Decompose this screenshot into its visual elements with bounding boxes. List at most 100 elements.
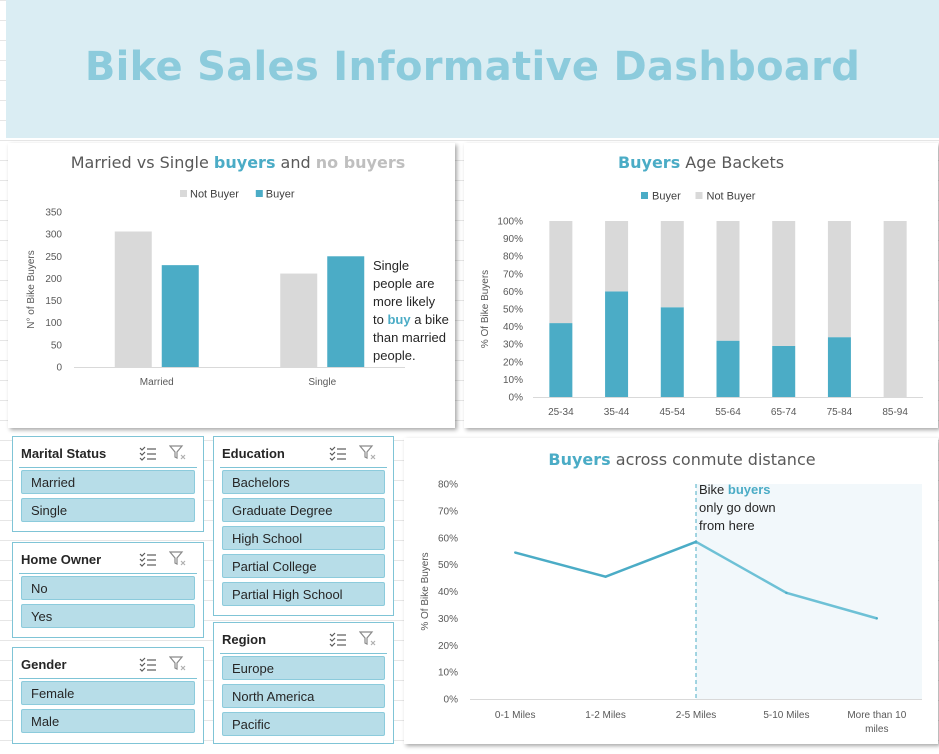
chart2-ylabel: % Of Bike Buyers	[480, 270, 491, 348]
chart2-ytick: 30%	[503, 340, 523, 351]
bar-not-buyer-35-44	[605, 221, 629, 292]
legend-label-0: Buyer	[652, 191, 681, 203]
chart3-ytick: 30%	[438, 614, 458, 625]
gender-slicer-item-female[interactable]: Female	[21, 681, 195, 705]
chart2-ytick: 0%	[509, 393, 524, 404]
title-banner: Bike Sales Informative Dashboard	[6, 0, 939, 138]
line-point-3	[785, 591, 788, 595]
commute-distance-chart[interactable]: Buyers across conmute distance 0% 10% 20% 3…	[404, 438, 938, 744]
clear-filter-icon[interactable]	[168, 656, 187, 672]
legend-swatch-1	[695, 192, 703, 199]
clear-filter-icon[interactable]	[358, 445, 377, 461]
chart2-xtick: 85-94	[882, 407, 908, 418]
bar-not-buyer-65-74	[772, 221, 796, 346]
dashboard-title: Bike Sales Informative Dashboard	[84, 44, 861, 90]
marital-slicer-header: Marital Status	[19, 441, 197, 468]
bar-buyer-45-54	[660, 307, 684, 397]
chart3-xtick: 5-10 Miles	[763, 710, 809, 721]
clear-filter-icon[interactable]	[168, 445, 187, 461]
clear-filter-icon[interactable]	[168, 551, 187, 567]
education-slicer-item-graduate-degree[interactable]: Graduate Degree	[222, 498, 385, 522]
chart3-xtick: 0-1 Miles	[495, 710, 536, 721]
bar-not-buyer-married	[114, 231, 152, 367]
chart1-ytick: 0	[56, 363, 62, 374]
chart3-ytick: 10%	[438, 668, 458, 679]
gender-slicer[interactable]: Gender Female Male	[12, 647, 204, 744]
chart3-ytick: 60%	[438, 533, 458, 544]
chart2-xtick: 75-84	[827, 407, 853, 418]
line-point-0	[514, 551, 517, 554]
marital-slicer-title: Marital Status	[21, 446, 107, 461]
chart1-ytick: 100	[45, 318, 62, 329]
education-slicer-title: Education	[222, 446, 285, 461]
region-slicer-header: Region	[220, 627, 387, 654]
chart1-xtick: Single	[308, 377, 336, 388]
home-slicer-item-no[interactable]: No	[21, 576, 195, 600]
education-slicer-item-high-school[interactable]: High School	[222, 526, 385, 550]
chart1-ytick: 300	[45, 230, 62, 241]
chart2-xtick: 35-44	[604, 407, 630, 418]
chart3-ytick: 50%	[438, 560, 458, 571]
bar-not-buyer-single	[280, 273, 318, 367]
education-slicer-header: Education	[220, 441, 387, 468]
chart2-ytick: 60%	[503, 287, 523, 298]
bar-not-buyer-55-64	[716, 221, 740, 341]
chart2-xtick: 55-64	[715, 407, 741, 418]
legend-label-1: Not Buyer	[707, 191, 756, 203]
region-slicer-item-north-america[interactable]: North America	[222, 684, 385, 708]
clear-filter-icon[interactable]	[358, 631, 377, 647]
multi-select-icon[interactable]	[139, 551, 157, 567]
bar-buyer-65-74	[772, 345, 796, 397]
region-slicer-item-pacific[interactable]: Pacific	[222, 712, 385, 736]
chart3-ytick: 20%	[438, 641, 458, 652]
chart2-title: Buyers Age Backets	[618, 153, 784, 172]
region-slicer[interactable]: Region Europe North America Pacific	[213, 622, 394, 744]
multi-select-icon[interactable]	[329, 631, 347, 647]
education-slicer-item-bachelors[interactable]: Bachelors	[222, 470, 385, 494]
bar-not-buyer-25-34	[549, 221, 573, 324]
chart2-xtick: 65-74	[771, 407, 797, 418]
multi-select-icon[interactable]	[329, 445, 347, 461]
home-slicer-item-yes[interactable]: Yes	[21, 604, 195, 628]
chart1-ytick: 150	[45, 296, 62, 307]
gender-slicer-title: Gender	[21, 657, 67, 672]
bar-not-buyer-85-94	[883, 221, 907, 397]
bar-buyer-married	[161, 265, 199, 367]
gender-slicer-item-male[interactable]: Male	[21, 709, 195, 733]
chart2-legend: Buyer Not Buyer	[641, 191, 756, 203]
chart1-ylabel: N° of Bike Buyers	[26, 250, 37, 328]
chart2-ytick: 80%	[503, 252, 523, 263]
education-slicer-item-partial-high-school[interactable]: Partial High School	[222, 582, 385, 606]
multi-select-icon[interactable]	[139, 656, 157, 672]
marital-status-slicer[interactable]: Marital Status Married Single	[12, 436, 204, 532]
chart3-ylabel: % Of Bike Buyers	[420, 552, 431, 630]
chart1-ytick: 250	[45, 252, 62, 263]
legend-swatch-0	[180, 190, 187, 197]
region-slicer-item-europe[interactable]: Europe	[222, 656, 385, 680]
married-vs-single-chart[interactable]: Married vs Single buyers and no buyers N…	[8, 143, 455, 428]
education-slicer-item-partial-college[interactable]: Partial College	[222, 554, 385, 578]
age-brackets-svg: Buyers Age Backets Buyer Not Buyer 0% 10% 20…	[480, 153, 923, 418]
chart2-ytick: 10%	[503, 375, 523, 386]
chart3-ytick: 40%	[438, 587, 458, 598]
chart3-xtick: 2-5 Miles	[676, 710, 717, 721]
region-slicer-title: Region	[222, 632, 267, 647]
education-slicer[interactable]: Education Bachelors Graduate Degree High Sc…	[213, 436, 394, 616]
marital-slicer-item-married[interactable]: Married	[21, 470, 195, 494]
home-slicer-header: Home Owner	[19, 547, 197, 574]
line-point-2	[694, 540, 698, 543]
chart3-xtick: More than 10 miles	[847, 710, 906, 735]
chart1-ytick: 200	[45, 274, 62, 285]
chart1-ytick: 350	[45, 208, 62, 219]
chart2-ytick: 50%	[503, 305, 523, 316]
legend-label-0: Not Buyer	[190, 189, 239, 201]
age-brackets-chart[interactable]: Buyers Age Backets Buyer Not Buyer 0% 10% 20…	[464, 143, 938, 428]
chart1-legend: Not Buyer Buyer	[180, 189, 295, 201]
chart1-annotation: Single people are more likely to buy a bike…	[373, 258, 449, 363]
home-owner-slicer[interactable]: Home Owner No Yes	[12, 542, 204, 638]
multi-select-icon[interactable]	[139, 445, 157, 461]
bar-buyer-25-34	[549, 323, 573, 397]
line-series-rising	[514, 540, 697, 579]
legend-label-1: Buyer	[266, 189, 295, 201]
marital-slicer-item-single[interactable]: Single	[21, 498, 195, 522]
